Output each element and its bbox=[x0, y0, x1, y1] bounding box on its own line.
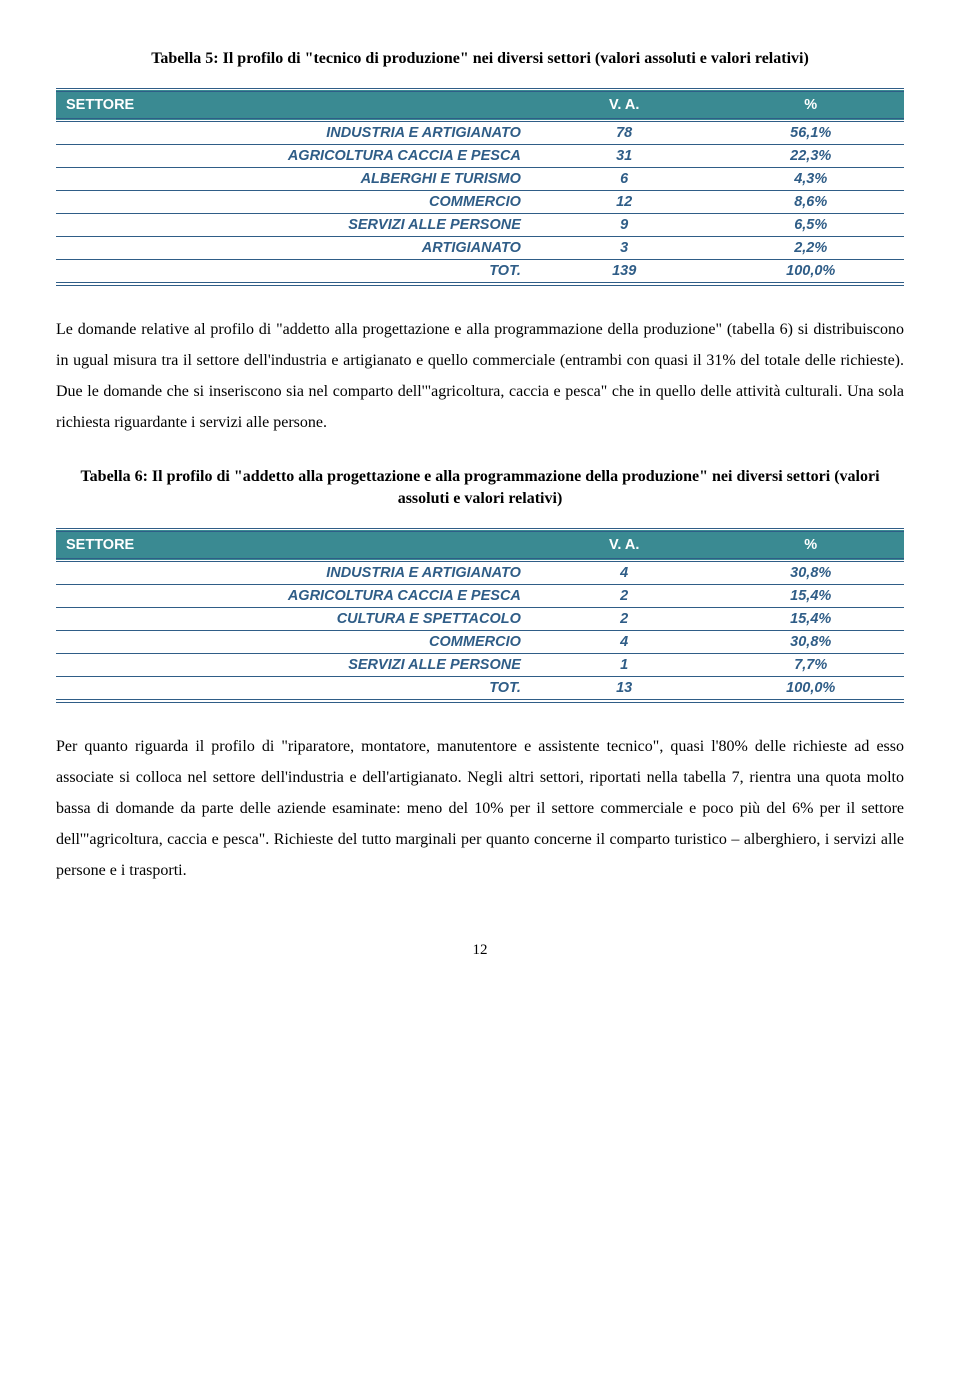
cell-label: TOT. bbox=[56, 259, 531, 284]
table-row: INDUSTRIA E ARTIGIANATO 4 30,8% bbox=[56, 560, 904, 585]
cell-pct: 4,3% bbox=[717, 167, 904, 190]
paragraph-2: Per quanto riguarda il profilo di "ripar… bbox=[56, 731, 904, 887]
cell-va: 6 bbox=[531, 167, 718, 190]
cell-pct: 7,7% bbox=[717, 653, 904, 676]
cell-va: 2 bbox=[531, 607, 718, 630]
cell-label: SERVIZI ALLE PERSONE bbox=[56, 653, 531, 676]
cell-label: ARTIGIANATO bbox=[56, 236, 531, 259]
table5-header-row: SETTORE V. A. % bbox=[56, 90, 904, 120]
table5-col-settore: SETTORE bbox=[56, 90, 531, 120]
cell-pct: 15,4% bbox=[717, 584, 904, 607]
cell-va: 4 bbox=[531, 630, 718, 653]
cell-pct: 6,5% bbox=[717, 213, 904, 236]
cell-va: 3 bbox=[531, 236, 718, 259]
cell-va: 78 bbox=[531, 120, 718, 145]
table-row: INDUSTRIA E ARTIGIANATO 78 56,1% bbox=[56, 120, 904, 145]
table-row: CULTURA E SPETTACOLO 2 15,4% bbox=[56, 607, 904, 630]
cell-label: CULTURA E SPETTACOLO bbox=[56, 607, 531, 630]
cell-va: 4 bbox=[531, 560, 718, 585]
table-row: AGRICOLTURA CACCIA E PESCA 2 15,4% bbox=[56, 584, 904, 607]
table-row: AGRICOLTURA CACCIA E PESCA 31 22,3% bbox=[56, 144, 904, 167]
paragraph-1: Le domande relative al profilo di "addet… bbox=[56, 314, 904, 439]
cell-va: 1 bbox=[531, 653, 718, 676]
cell-label: TOT. bbox=[56, 676, 531, 701]
cell-pct: 100,0% bbox=[717, 259, 904, 284]
table6-col-pct: % bbox=[717, 530, 904, 560]
cell-pct: 2,2% bbox=[717, 236, 904, 259]
cell-pct: 22,3% bbox=[717, 144, 904, 167]
cell-label: COMMERCIO bbox=[56, 630, 531, 653]
cell-pct: 15,4% bbox=[717, 607, 904, 630]
cell-label: AGRICOLTURA CACCIA E PESCA bbox=[56, 144, 531, 167]
cell-va: 13 bbox=[531, 676, 718, 701]
table-row: SERVIZI ALLE PERSONE 9 6,5% bbox=[56, 213, 904, 236]
table-row: COMMERCIO 4 30,8% bbox=[56, 630, 904, 653]
cell-va: 12 bbox=[531, 190, 718, 213]
cell-label: ALBERGHI E TURISMO bbox=[56, 167, 531, 190]
table6: SETTORE V. A. % INDUSTRIA E ARTIGIANATO … bbox=[56, 528, 904, 703]
cell-pct: 30,8% bbox=[717, 630, 904, 653]
cell-label: SERVIZI ALLE PERSONE bbox=[56, 213, 531, 236]
table6-col-va: V. A. bbox=[531, 530, 718, 560]
table-row: TOT. 13 100,0% bbox=[56, 676, 904, 701]
page-number: 12 bbox=[56, 942, 904, 959]
table6-col-settore: SETTORE bbox=[56, 530, 531, 560]
table-row: ALBERGHI E TURISMO 6 4,3% bbox=[56, 167, 904, 190]
table5: SETTORE V. A. % INDUSTRIA E ARTIGIANATO … bbox=[56, 88, 904, 286]
cell-pct: 8,6% bbox=[717, 190, 904, 213]
table5-col-pct: % bbox=[717, 90, 904, 120]
cell-label: COMMERCIO bbox=[56, 190, 531, 213]
cell-label: INDUSTRIA E ARTIGIANATO bbox=[56, 120, 531, 145]
cell-pct: 30,8% bbox=[717, 560, 904, 585]
table-row: SERVIZI ALLE PERSONE 1 7,7% bbox=[56, 653, 904, 676]
cell-va: 9 bbox=[531, 213, 718, 236]
cell-va: 2 bbox=[531, 584, 718, 607]
table6-header-row: SETTORE V. A. % bbox=[56, 530, 904, 560]
table-row: ARTIGIANATO 3 2,2% bbox=[56, 236, 904, 259]
table5-caption: Tabella 5: Il profilo di "tecnico di pro… bbox=[56, 48, 904, 70]
cell-label: INDUSTRIA E ARTIGIANATO bbox=[56, 560, 531, 585]
cell-va: 31 bbox=[531, 144, 718, 167]
cell-pct: 56,1% bbox=[717, 120, 904, 145]
cell-va: 139 bbox=[531, 259, 718, 284]
table-row: COMMERCIO 12 8,6% bbox=[56, 190, 904, 213]
cell-pct: 100,0% bbox=[717, 676, 904, 701]
table5-col-va: V. A. bbox=[531, 90, 718, 120]
table-row: TOT. 139 100,0% bbox=[56, 259, 904, 284]
table6-caption: Tabella 6: Il profilo di "addetto alla p… bbox=[56, 466, 904, 509]
cell-label: AGRICOLTURA CACCIA E PESCA bbox=[56, 584, 531, 607]
